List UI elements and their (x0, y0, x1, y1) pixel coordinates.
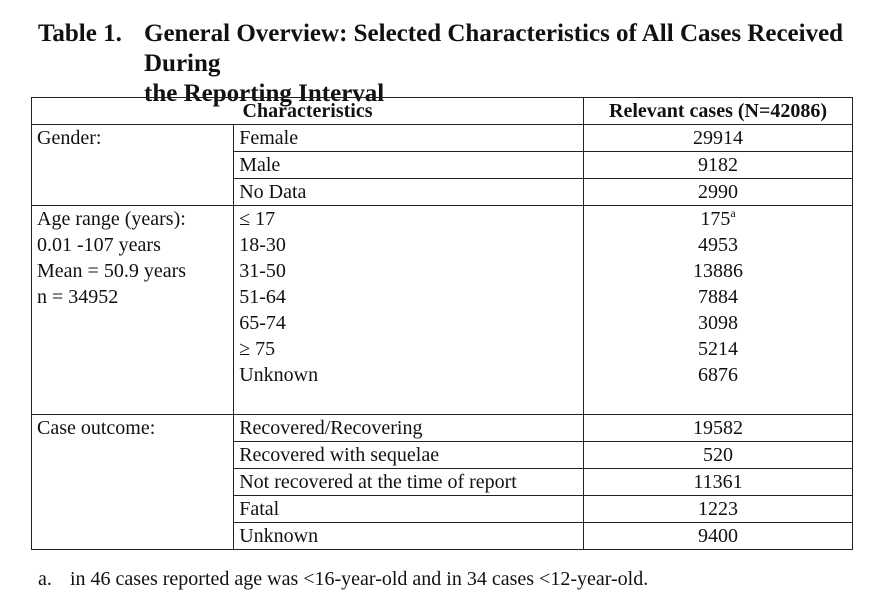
header-relevant-cases: Relevant cases (N=42086) (583, 97, 853, 125)
table-number: Table 1. (38, 20, 122, 47)
table-row: Male 9182 (32, 151, 853, 179)
gender-nodata-label: No Data (233, 178, 585, 206)
age-row-label: 51-64 (239, 286, 286, 308)
age-row-value: 6876 (698, 364, 739, 386)
table-row: Not recovered at the time of report 1136… (32, 468, 853, 496)
table-row: Recovered with sequelae 520 (32, 441, 853, 469)
outcome-value: 1223 (583, 495, 853, 523)
age-values: 175a 4953 13886 7884 3098 5214 6876 (583, 205, 853, 415)
outcome-label: Recovered with sequelae (233, 441, 585, 469)
age-row-value: 3098 (698, 312, 739, 334)
table-row: Fatal 1223 (32, 495, 853, 523)
age-under17-value: 175 (700, 208, 731, 230)
characteristics-table: Characteristics Relevant cases (N=42086)… (30, 97, 853, 550)
outcome-label: Recovered/Recovering (233, 414, 585, 442)
age-row-label: Unknown (239, 364, 319, 386)
age-row-label: ≥ 75 (239, 338, 276, 360)
age-row-label: 31-50 (239, 260, 286, 282)
gender-group-label: Gender: (30, 124, 235, 206)
age-range-label: Age range (years): (37, 208, 186, 230)
outcome-value: 19582 (583, 414, 853, 442)
age-row-label: 65-74 (239, 312, 286, 334)
age-row-value: 175a (584, 206, 852, 232)
spacer-row (584, 388, 852, 414)
footnote-text: in 46 cases reported age was <16-year-ol… (70, 568, 649, 590)
outcome-label: Unknown (233, 522, 585, 550)
gender-female-value: 29914 (583, 124, 853, 152)
spacer-row (234, 388, 583, 414)
age-row-value: 5214 (698, 338, 739, 360)
outcome-label: Not recovered at the time of report (233, 468, 585, 496)
table-row: Case outcome: Recovered/Recovering 19582 (30, 414, 853, 550)
table-title: Table 1. General Overview: Selected Char… (38, 19, 858, 109)
outcome-value: 9400 (583, 522, 853, 550)
age-row-label: 18-30 (239, 234, 286, 256)
table-row: Unknown 9400 (32, 522, 853, 550)
outcome-label: Fatal (233, 495, 585, 523)
table-row: Gender: Female 29914 (30, 124, 853, 206)
footnote-ref: a (730, 206, 736, 220)
age-categories: ≤ 17 18-30 31-50 51-64 65-74 ≥ 75 Unknow… (233, 205, 585, 415)
age-row-value: 7884 (698, 286, 739, 308)
header-characteristics: Characteristics (30, 97, 585, 125)
age-section: Age range (years): 0.01 -107 years Mean … (30, 205, 853, 415)
table-caption: General Overview: Selected Characteristi… (144, 20, 844, 77)
age-row-value: 13886 (693, 260, 744, 282)
gender-female-label: Female (233, 124, 585, 152)
age-row-label: ≤ 17 (239, 208, 276, 230)
age-mean: Mean = 50.9 years (37, 260, 187, 282)
age-group-label: Age range (years): 0.01 -107 years Mean … (30, 205, 235, 415)
age-n: n = 34952 (37, 286, 119, 308)
gender-nodata-value: 2990 (583, 178, 853, 206)
age-range-values: 0.01 -107 years (37, 234, 161, 256)
footnote: a. in 46 cases reported age was <16-year-… (38, 566, 648, 592)
header-row: Characteristics Relevant cases (N=42086) (30, 97, 853, 125)
age-row-value: 4953 (698, 234, 739, 256)
footnote-marker: a. (38, 568, 52, 590)
outcome-value: 520 (583, 441, 853, 469)
outcome-value: 11361 (583, 468, 853, 496)
gender-male-label: Male (233, 151, 585, 179)
gender-male-value: 9182 (583, 151, 853, 179)
outcome-group-label: Case outcome: (30, 414, 235, 550)
